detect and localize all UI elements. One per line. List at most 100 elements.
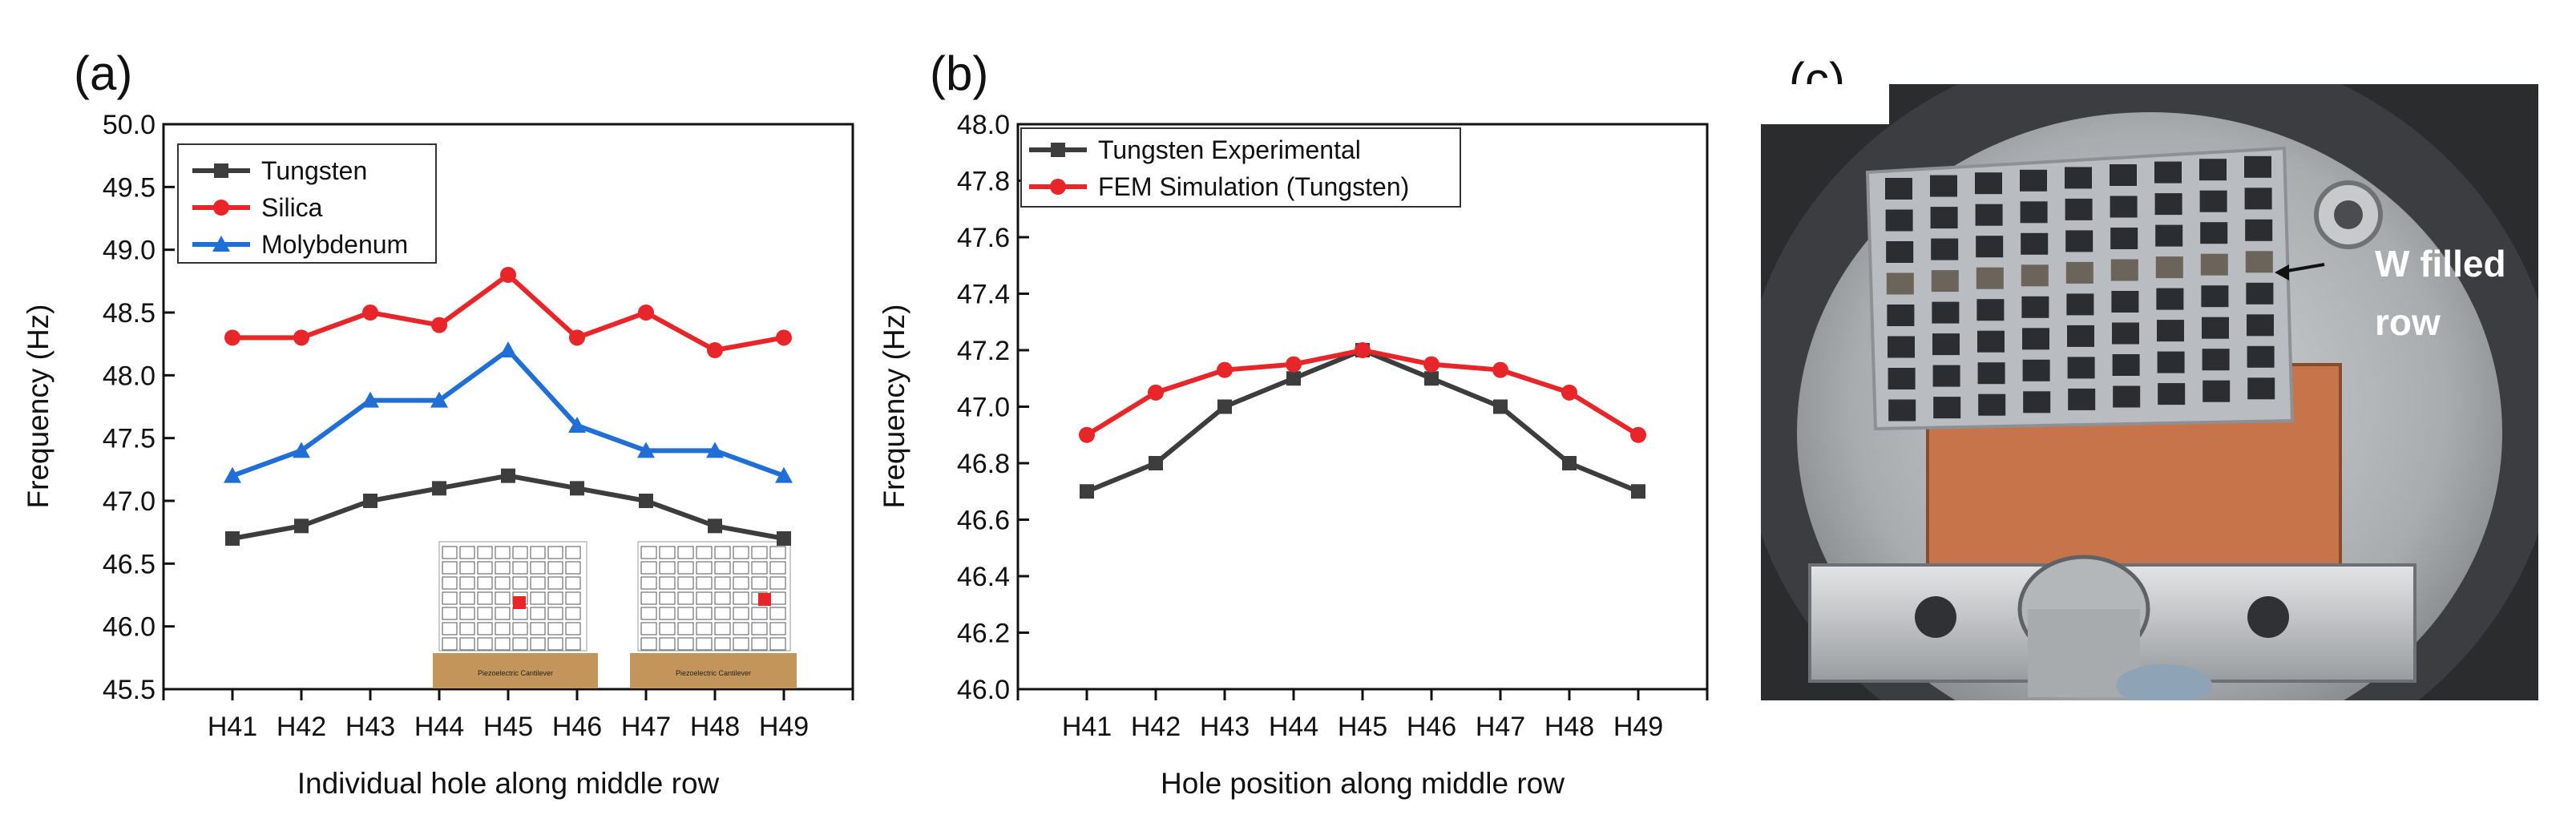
specimen-hole xyxy=(2112,322,2139,345)
inset-cell xyxy=(512,546,528,559)
inset-cell xyxy=(677,607,694,620)
inset-cell xyxy=(565,591,581,605)
inset-cell xyxy=(696,622,713,635)
specimen-hole xyxy=(1932,365,1960,387)
annotation-text-line1: W filled xyxy=(2375,243,2506,284)
legend-marker xyxy=(1051,143,1065,157)
specimen-hole xyxy=(2112,354,2140,376)
specimen-hole xyxy=(2245,251,2273,273)
xtick-label: H48 xyxy=(1544,712,1594,742)
specimen-hole xyxy=(2247,377,2275,400)
ytick-label: 48.0 xyxy=(103,361,155,391)
specimen-hole xyxy=(2202,349,2230,371)
series-silica xyxy=(224,267,792,358)
data-point xyxy=(363,494,378,508)
specimen-hole xyxy=(1887,305,1915,326)
data-point xyxy=(1631,484,1645,499)
data-point xyxy=(224,466,241,483)
ytick-label: 49.0 xyxy=(103,236,155,266)
xtick-label: H45 xyxy=(1338,712,1387,742)
specimen-hole xyxy=(1976,299,2005,321)
specimen-hole xyxy=(2157,320,2184,342)
inset-cell xyxy=(459,637,475,651)
inset-cell xyxy=(530,591,546,605)
data-point xyxy=(707,342,723,358)
legend-marker xyxy=(212,236,230,252)
inset-cell xyxy=(677,546,694,559)
data-point xyxy=(1355,342,1371,358)
data-point xyxy=(639,494,653,508)
data-point xyxy=(361,391,379,408)
specimen-hole xyxy=(2020,201,2048,224)
inset-cell xyxy=(696,637,713,651)
specimen-hole xyxy=(2067,357,2095,379)
ytick-label: 50.0 xyxy=(103,110,155,140)
data-point xyxy=(1630,426,1646,443)
xtick-label: H41 xyxy=(208,712,257,742)
inset-cell xyxy=(565,607,581,620)
ytick-label: 49.5 xyxy=(103,172,155,203)
xtick-label: H47 xyxy=(1476,712,1525,742)
panel-label-b: (b) xyxy=(930,46,988,100)
specimen-hole xyxy=(1975,204,2003,226)
inset-1-label: Piezoelectric Cantilever xyxy=(478,669,553,677)
inset-cell xyxy=(530,546,546,559)
data-point xyxy=(225,531,240,546)
ytick-label: 47.5 xyxy=(103,424,155,454)
inset-cell xyxy=(530,561,546,575)
specimen-hole xyxy=(1931,270,1959,292)
xtick-label: H41 xyxy=(1062,712,1112,742)
inset-cell xyxy=(477,622,493,635)
specimen-hole xyxy=(2157,351,2185,373)
legend-marker xyxy=(1050,179,1066,195)
specimen-hole xyxy=(1976,267,2004,289)
data-point xyxy=(1217,361,1233,378)
specimen-hole xyxy=(1932,333,1960,356)
series-tungsten-experimental xyxy=(1080,343,1645,499)
ytick-label: 46.6 xyxy=(957,506,1010,536)
data-point xyxy=(1079,426,1095,443)
chart-a-xlabel: Individual hole along middle row xyxy=(297,767,720,800)
inset-cell xyxy=(565,622,581,635)
specimen-hole xyxy=(1976,236,2004,258)
inset-cell xyxy=(442,576,458,590)
xtick-label: H49 xyxy=(1613,712,1663,742)
data-point xyxy=(775,466,793,483)
ytick-label: 47.2 xyxy=(957,336,1010,366)
specimen-hole xyxy=(1885,209,1913,232)
chart-b-xlabel: Hole position along middle row xyxy=(1161,767,1565,800)
specimen-hole xyxy=(2199,190,2227,212)
specimen-hole xyxy=(1977,362,2005,385)
ytick-label: 46.0 xyxy=(957,675,1010,705)
specimen-hole xyxy=(2154,161,2182,184)
inset-cell xyxy=(512,607,528,620)
data-point xyxy=(637,442,655,458)
inset-cell xyxy=(442,546,458,559)
chart-b-frame xyxy=(1016,123,1709,691)
inset-cell xyxy=(733,637,749,651)
xtick-label: H45 xyxy=(483,712,533,742)
data-point xyxy=(708,518,722,534)
inset-cell xyxy=(640,561,657,575)
inset-cell xyxy=(565,546,581,559)
inset-cell xyxy=(769,546,786,559)
specimen-hole xyxy=(2065,198,2093,220)
inset-cell xyxy=(477,576,493,590)
xtick-label: H46 xyxy=(552,712,602,742)
inset-cell xyxy=(751,576,768,590)
specimen-hole xyxy=(2244,155,2271,178)
specimen-hole xyxy=(1885,178,1912,200)
specimen-hole xyxy=(1888,399,1916,422)
inset-cell xyxy=(547,622,563,635)
inset-cell xyxy=(530,637,546,651)
data-point xyxy=(1423,356,1439,373)
inset-cell xyxy=(640,637,657,651)
inset-cell xyxy=(530,607,546,620)
specimen-hole xyxy=(2244,188,2272,210)
inset-cell xyxy=(512,622,528,635)
chart-b-legend: Tungsten Experimental FEM Simulation (Tun… xyxy=(1020,127,1461,208)
data-point xyxy=(1217,399,1232,414)
ytick-label: 47.4 xyxy=(957,280,1010,310)
data-point xyxy=(569,329,585,346)
